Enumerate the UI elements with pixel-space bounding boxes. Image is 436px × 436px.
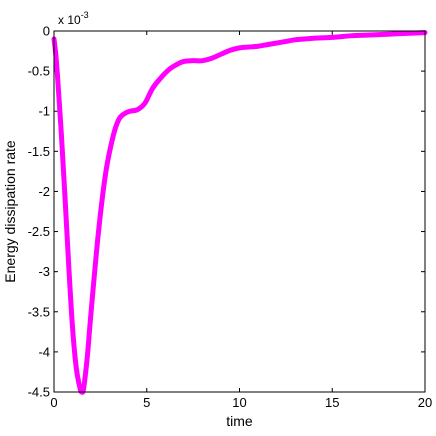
y-tick-label: -1: [38, 104, 50, 119]
x-tick-label: 15: [325, 395, 339, 410]
y-tick-label: -4.5: [28, 385, 50, 400]
x-axis-label: time: [226, 413, 253, 429]
y-tick-label: -3.5: [28, 304, 50, 319]
energy-dissipation-line: [51, 30, 428, 395]
exponent-power: -3: [81, 10, 89, 20]
y-tick-label: -2: [38, 184, 50, 199]
x-tick-label: 5: [143, 395, 150, 410]
plot-background: [54, 31, 425, 392]
y-tick-label: -3: [38, 264, 50, 279]
y-tick-label: 0: [43, 24, 50, 39]
x-tick-label: 20: [418, 395, 432, 410]
y-axis-label: Energy dissipation rate: [2, 140, 18, 283]
y-tick-label: -2.5: [28, 224, 50, 239]
exponent-base: x 10: [58, 13, 81, 27]
x-tick-labels: 0 5 10 15 20: [50, 395, 432, 410]
plot-frame: [53, 30, 426, 393]
y-tick-label: -1.5: [28, 144, 50, 159]
x-tick-label: 0: [50, 395, 57, 410]
x-tick-label: 10: [232, 395, 246, 410]
y-tick-labels: 0 -0.5 -1 -1.5 -2 -2.5 -3 -3.5 -4 -4.5: [28, 24, 50, 400]
y-tick-label: -4: [38, 344, 50, 359]
y-tick-label: -0.5: [28, 64, 50, 79]
y-axis-exponent: x 10-3: [58, 10, 89, 27]
